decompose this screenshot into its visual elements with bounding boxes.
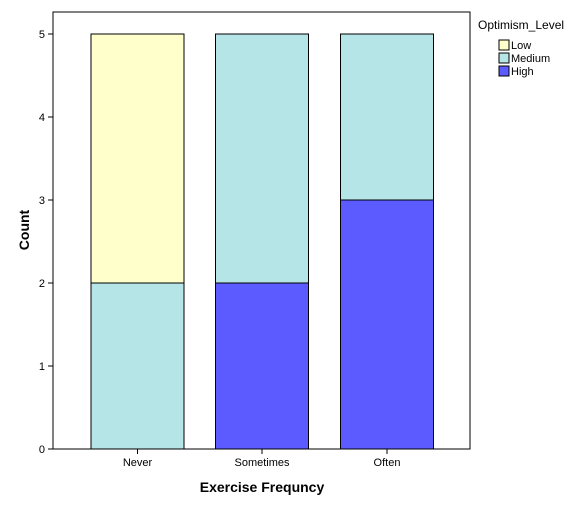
legend-label-low: Low [511,40,531,52]
bar-often-medium [340,33,434,201]
y-tick-label: 1 [39,361,45,373]
legend-label-medium: Medium [511,53,550,65]
y-tick-label: 4 [39,112,45,124]
legend-swatch-high [498,65,510,77]
bar-never-medium [90,282,185,450]
legend-title: Optimism_Level [478,18,564,32]
y-tick-label: 0 [39,444,45,456]
legend-swatch-low [498,39,510,51]
x-tick-label: Never [123,457,153,469]
bar-sometimes-medium [215,33,309,284]
bar-often-high [340,199,434,450]
legend-label-high: High [511,66,534,78]
x-tick-label: Sometimes [234,457,290,469]
bar-never-low [90,33,185,284]
axes-layer: 0 1 2 3 4 5 Never Sometimes Often [39,29,401,469]
bars-layer [90,33,434,450]
y-tick-label: 2 [39,278,45,290]
y-tick-label: 5 [39,29,45,41]
bar-sometimes-high [215,282,309,450]
y-axis-title: Count [16,209,32,250]
legend-swatch-medium [498,52,510,64]
x-axis-title: Exercise Frequncy [200,479,325,495]
y-tick-label: 3 [39,195,45,207]
x-tick-label: Often [374,457,401,469]
